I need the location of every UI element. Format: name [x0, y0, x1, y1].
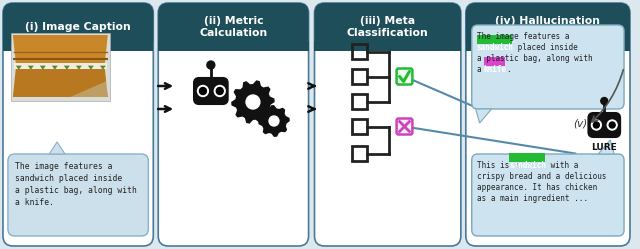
- Circle shape: [207, 61, 215, 69]
- FancyBboxPatch shape: [3, 3, 154, 246]
- FancyBboxPatch shape: [397, 119, 412, 134]
- Text: a knife.: a knife.: [15, 198, 54, 207]
- Polygon shape: [231, 80, 275, 124]
- Bar: [466, 41, 630, 51]
- Bar: [158, 41, 308, 51]
- Circle shape: [246, 95, 260, 109]
- Polygon shape: [13, 35, 108, 63]
- Polygon shape: [16, 66, 22, 70]
- Circle shape: [593, 122, 599, 128]
- Text: (iii) Meta
Classification: (iii) Meta Classification: [347, 16, 429, 38]
- FancyBboxPatch shape: [314, 3, 461, 51]
- FancyBboxPatch shape: [588, 113, 620, 137]
- Circle shape: [601, 98, 608, 105]
- FancyBboxPatch shape: [466, 3, 630, 246]
- Text: LURE: LURE: [591, 143, 617, 152]
- Text: as a main ingredient ...: as a main ingredient ...: [477, 194, 588, 203]
- Bar: [352, 94, 367, 109]
- Text: sandwich placed inside: sandwich placed inside: [15, 174, 122, 183]
- Polygon shape: [258, 105, 290, 137]
- Bar: [352, 44, 367, 59]
- Circle shape: [198, 85, 209, 97]
- Circle shape: [216, 87, 223, 95]
- Bar: [477, 35, 512, 44]
- Polygon shape: [52, 66, 58, 70]
- Bar: [3, 41, 154, 51]
- Circle shape: [607, 120, 617, 130]
- Polygon shape: [100, 66, 106, 70]
- FancyBboxPatch shape: [397, 68, 412, 84]
- Bar: [352, 119, 367, 134]
- Polygon shape: [13, 68, 108, 97]
- Text: with a: with a: [546, 161, 579, 170]
- FancyBboxPatch shape: [158, 3, 308, 246]
- Polygon shape: [70, 81, 107, 97]
- Bar: [352, 146, 367, 161]
- Circle shape: [200, 87, 207, 95]
- Text: a plastic bag, along with: a plastic bag, along with: [477, 54, 592, 63]
- Text: a plastic bag, along with: a plastic bag, along with: [15, 186, 137, 195]
- Polygon shape: [28, 66, 34, 70]
- Text: sandwich: sandwich: [477, 43, 514, 52]
- Polygon shape: [476, 109, 492, 123]
- Bar: [14, 63, 107, 69]
- Text: (i) Image Caption: (i) Image Caption: [25, 22, 131, 32]
- Text: sandwich: sandwich: [509, 161, 547, 170]
- FancyBboxPatch shape: [3, 3, 154, 51]
- Text: crispy bread and a delicious: crispy bread and a delicious: [477, 172, 606, 181]
- Text: placed inside: placed inside: [513, 43, 578, 52]
- FancyBboxPatch shape: [472, 25, 624, 109]
- Text: knife: knife: [484, 65, 507, 74]
- Bar: [11, 33, 110, 101]
- FancyBboxPatch shape: [472, 154, 624, 236]
- Text: The image features a: The image features a: [15, 162, 113, 171]
- Text: (v): (v): [573, 118, 588, 128]
- Polygon shape: [598, 140, 614, 154]
- Bar: [484, 57, 506, 66]
- Polygon shape: [64, 66, 70, 70]
- Polygon shape: [40, 66, 46, 70]
- Circle shape: [269, 116, 279, 126]
- Text: This is a: This is a: [477, 161, 523, 170]
- Bar: [509, 153, 545, 162]
- Circle shape: [214, 85, 225, 97]
- Text: .: .: [506, 65, 511, 74]
- Bar: [352, 69, 367, 84]
- Polygon shape: [76, 66, 82, 70]
- FancyBboxPatch shape: [194, 78, 228, 104]
- FancyBboxPatch shape: [158, 3, 308, 51]
- FancyBboxPatch shape: [466, 3, 630, 51]
- Text: (ii) Metric
Calculation: (ii) Metric Calculation: [199, 16, 268, 38]
- Circle shape: [591, 120, 602, 130]
- Polygon shape: [88, 66, 94, 70]
- Text: a: a: [477, 65, 486, 74]
- Polygon shape: [49, 142, 65, 154]
- Text: appearance. It has chicken: appearance. It has chicken: [477, 183, 597, 192]
- Text: The image features a: The image features a: [477, 32, 569, 41]
- FancyBboxPatch shape: [8, 154, 148, 236]
- Bar: [314, 41, 461, 51]
- Circle shape: [609, 122, 615, 128]
- FancyBboxPatch shape: [314, 3, 461, 246]
- Text: (iv) Hallucination
Detection: (iv) Hallucination Detection: [495, 16, 600, 38]
